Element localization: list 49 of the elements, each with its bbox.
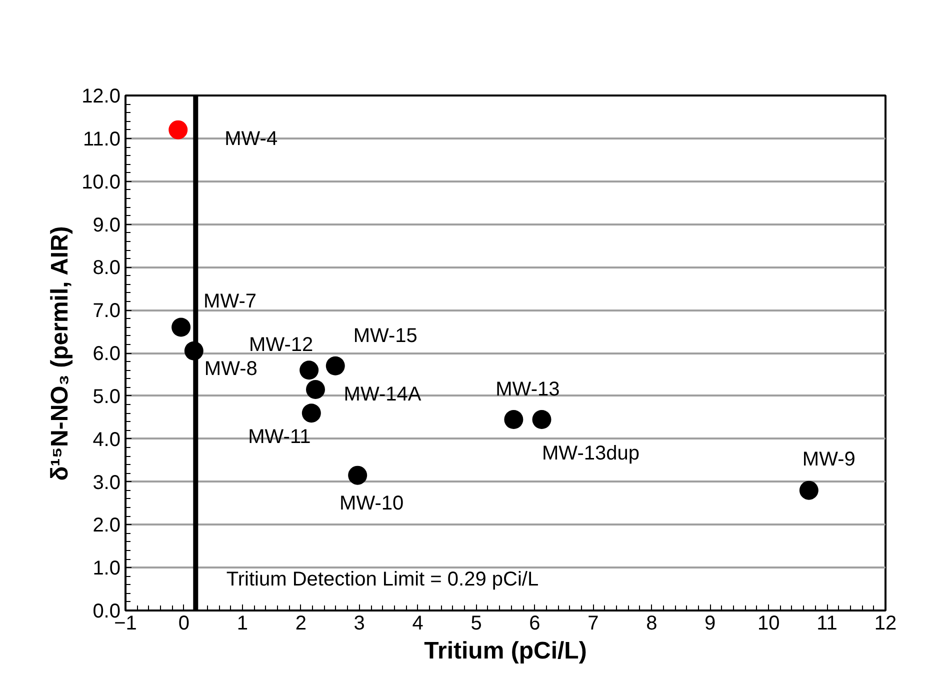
x-tick-label: 2 — [295, 612, 306, 634]
y-tick-label: 6.0 — [92, 343, 121, 365]
y-tick-label: 8.0 — [92, 257, 121, 280]
x-tick-label: 11 — [816, 612, 838, 634]
x-tick-label: 1 — [236, 612, 248, 634]
point — [799, 480, 818, 500]
x-tick-label: 6 — [529, 612, 540, 634]
x-tick-label: 12 — [874, 612, 897, 634]
y-tick-label: 3.0 — [92, 472, 121, 494]
x-tick-label: 5 — [470, 612, 482, 634]
x-tick-label: 3 — [354, 612, 365, 634]
y-tick-label: 1.0 — [92, 558, 121, 580]
annotation: MW-10 — [340, 492, 404, 514]
x-tick-label: 0 — [178, 612, 190, 634]
point — [326, 356, 345, 376]
annotation: MW-8 — [204, 358, 258, 380]
x-tick-label: 10 — [757, 612, 780, 634]
annotation: MW-7 — [204, 290, 257, 312]
y-tick-label: 9.0 — [92, 214, 121, 236]
y-tick-label: 10.0 — [82, 171, 121, 194]
point — [348, 466, 368, 485]
y-tick-label: 4.0 — [92, 428, 121, 451]
y-tick-label: 12.0 — [82, 86, 121, 108]
annotation: MW-4 — [224, 128, 278, 150]
x-tick-label: 4 — [412, 612, 424, 634]
point — [532, 410, 552, 429]
y-tick-label: 5.0 — [92, 386, 121, 408]
annotation: MW-15 — [353, 324, 418, 347]
x-tick-label: 7 — [588, 612, 599, 634]
x-tick-label: 9 — [704, 612, 716, 634]
point — [306, 380, 325, 399]
annotation: MW-12 — [249, 334, 314, 356]
annotation: MW-13dup — [542, 442, 640, 465]
y-axis-title: δ¹⁵N-NO₃ (permil, AIR) — [46, 226, 74, 481]
annotation: MW-14A — [344, 383, 422, 406]
point — [300, 360, 319, 380]
x-tick-label: 8 — [646, 612, 658, 634]
y-tick-label: 7.0 — [92, 300, 121, 322]
annotation: Tritium Detection Limit = 0.29 pCi/L — [226, 568, 539, 590]
annotation: MW-13 — [496, 378, 560, 401]
y-tick-label: 11.0 — [83, 128, 121, 150]
point — [172, 318, 191, 337]
x-axis-title: Tritium (pCi/L) — [424, 638, 587, 664]
point — [168, 120, 188, 140]
annotation: MW-11 — [248, 426, 311, 448]
annotation: MW-9 — [802, 448, 856, 470]
point — [504, 410, 524, 429]
y-tick-label: 2.0 — [92, 514, 121, 537]
point — [302, 404, 321, 423]
